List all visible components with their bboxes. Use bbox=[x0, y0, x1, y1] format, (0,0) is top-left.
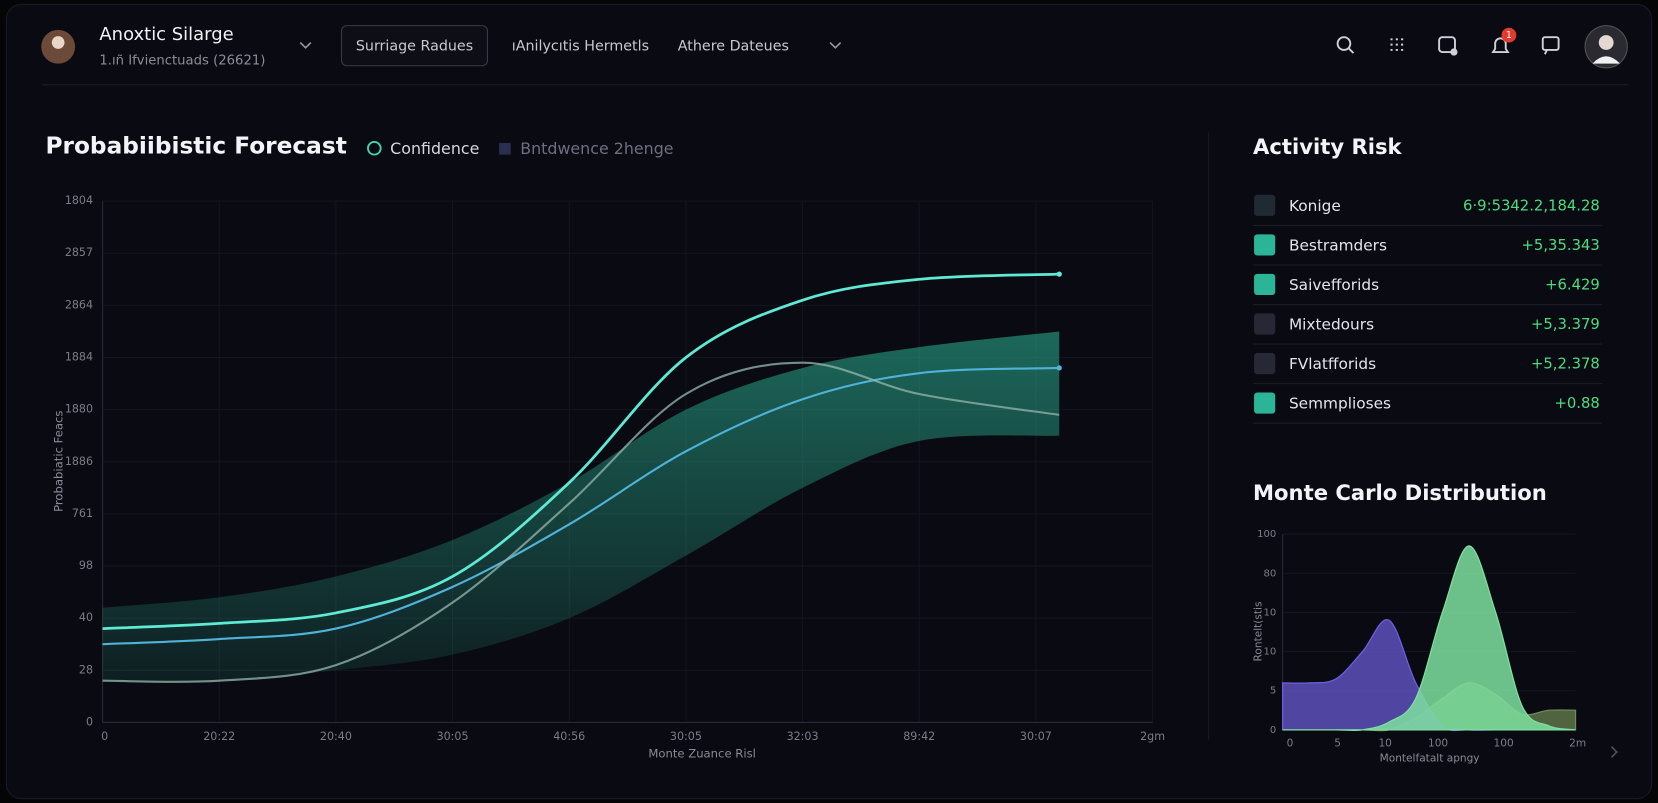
monte-carlo-chart: 100 80 10 10 5 00 5 10 100 100 2m bbox=[1257, 529, 1586, 749]
y-axis-title: Rontelt(stis bbox=[1252, 602, 1264, 662]
row-value: +5,3.379 bbox=[1531, 316, 1600, 333]
end-point bbox=[1056, 365, 1062, 371]
y-tick-label: 28 bbox=[79, 663, 93, 676]
notification-count: 1 bbox=[1506, 30, 1512, 41]
row-name: Mixtedours bbox=[1289, 316, 1374, 334]
activity-list: Konige 6·9:5342.2,184.28 Bestramders +5,35.… bbox=[1253, 194, 1602, 424]
y-tick-label: 1884 bbox=[65, 351, 93, 364]
y-tick-label: 98 bbox=[79, 559, 93, 572]
x-tick-label: 30:07 bbox=[1020, 730, 1052, 743]
y-tick-label: 761 bbox=[72, 507, 93, 520]
y-tick-label: 0 bbox=[1270, 725, 1276, 736]
row-icon bbox=[1254, 352, 1276, 375]
x-tick-label: 0 bbox=[101, 730, 108, 743]
y-tick-label: 80 bbox=[1264, 568, 1277, 579]
y-tick-label: 5 bbox=[1270, 686, 1276, 697]
distribution-area bbox=[1282, 545, 1576, 732]
x-tick-label: 2gm bbox=[1140, 730, 1165, 743]
activity-title: Activity Risk bbox=[1253, 134, 1403, 159]
row-icon bbox=[1254, 194, 1276, 216]
x-axis-title: Monte Zuance Risl bbox=[648, 747, 756, 761]
x-tick-label: 30:05 bbox=[670, 730, 702, 743]
y-tick-label: 2864 bbox=[65, 298, 93, 311]
x-axis-title: Montelfatalt apngy bbox=[1380, 752, 1480, 764]
bell-icon[interactable] bbox=[1491, 37, 1510, 53]
chevron[interactable] bbox=[829, 41, 842, 49]
avatar-body bbox=[1592, 56, 1620, 64]
monte-carlo-title: Monte Carlo Distribution bbox=[1253, 480, 1547, 505]
row-icon bbox=[1254, 273, 1276, 296]
y-axis-title: Probabiatic Feacs bbox=[52, 411, 66, 512]
y-tick-label: 10 bbox=[1264, 607, 1277, 618]
x-tick-label: 5 bbox=[1334, 738, 1341, 750]
row-value: +6.429 bbox=[1545, 277, 1600, 294]
legend-label: Bntdwence 2henge bbox=[520, 139, 673, 158]
x-tick-label: 0 bbox=[1287, 738, 1294, 750]
y-tick-label: 2857 bbox=[65, 246, 93, 259]
app-name: Anoxtic Silarge bbox=[99, 24, 233, 45]
profile-icon[interactable] bbox=[1438, 36, 1458, 56]
row-name: Bestramders bbox=[1289, 236, 1387, 254]
x-tick-label: 32:03 bbox=[787, 730, 819, 743]
y-tick-label: 1880 bbox=[65, 403, 93, 416]
row-name: Konige bbox=[1289, 197, 1341, 215]
y-tick-label: 1886 bbox=[65, 455, 93, 468]
row-name: FVlatfforids bbox=[1289, 355, 1376, 373]
legend-swatch bbox=[367, 140, 382, 156]
row-icon bbox=[1254, 392, 1276, 414]
row-name: Saivefforids bbox=[1289, 276, 1379, 294]
x-tick-label: 100 bbox=[1428, 738, 1448, 750]
x-tick-label: 40:56 bbox=[553, 730, 585, 743]
y-tick-label: 100 bbox=[1257, 529, 1276, 540]
chevron[interactable] bbox=[299, 41, 312, 49]
x-tick-label: 20:22 bbox=[203, 730, 235, 743]
row-value: +5,2.378 bbox=[1531, 356, 1600, 373]
nav-item[interactable]: Athere Dateues bbox=[678, 39, 789, 55]
x-tick-label: 30:05 bbox=[437, 730, 469, 743]
y-tick-label: 10 bbox=[1264, 647, 1277, 658]
avatar-face bbox=[1598, 35, 1614, 50]
notification-badge bbox=[1501, 27, 1517, 43]
row-value: +0.88 bbox=[1554, 395, 1599, 412]
series-line bbox=[102, 361, 1060, 683]
row-value: +5,35.343 bbox=[1522, 237, 1600, 254]
x-tick-label: 20:40 bbox=[320, 730, 352, 743]
confidence-band bbox=[102, 331, 1060, 682]
x-tick-label: 89:42 bbox=[903, 730, 935, 743]
series-line bbox=[102, 272, 1060, 630]
series-line bbox=[102, 366, 1060, 646]
row-value: 6·9:5342.2,184.28 bbox=[1463, 197, 1600, 214]
logo-face bbox=[51, 36, 65, 49]
legend-label: Confidence bbox=[390, 139, 479, 158]
end-point bbox=[1056, 271, 1062, 277]
row-icon bbox=[1254, 313, 1276, 335]
y-tick-label: 40 bbox=[79, 611, 93, 624]
grid-icon[interactable] bbox=[1390, 38, 1404, 51]
legend-swatch bbox=[499, 142, 511, 155]
message-icon[interactable] bbox=[1541, 36, 1560, 55]
search-icon[interactable] bbox=[1336, 36, 1355, 54]
forecast-title: Probabiibistic Forecast bbox=[45, 133, 346, 160]
forecast-chart: 1804 2857 2864 1884 1880 1886 761 98 40 28 00 20:22… bbox=[65, 194, 1165, 743]
nav-item[interactable]: ıAnilycıtis Hermetls bbox=[512, 39, 649, 55]
row-icon bbox=[1254, 234, 1276, 256]
nav-button[interactable] bbox=[341, 25, 488, 67]
y-tick-label: 0 bbox=[86, 715, 93, 728]
nav-item[interactable]: Surriage Radues bbox=[356, 39, 473, 55]
row-name: Semmplioses bbox=[1289, 395, 1391, 413]
y-tick-label: 1804 bbox=[65, 194, 93, 207]
x-tick-label: 2m bbox=[1569, 738, 1586, 750]
next-arrow[interactable] bbox=[1610, 746, 1618, 758]
x-tick-label: 10 bbox=[1378, 738, 1392, 750]
app-subtitle: 1.ıñ Ifvienctuads (26621) bbox=[99, 53, 265, 68]
x-tick-label: 100 bbox=[1494, 738, 1514, 750]
